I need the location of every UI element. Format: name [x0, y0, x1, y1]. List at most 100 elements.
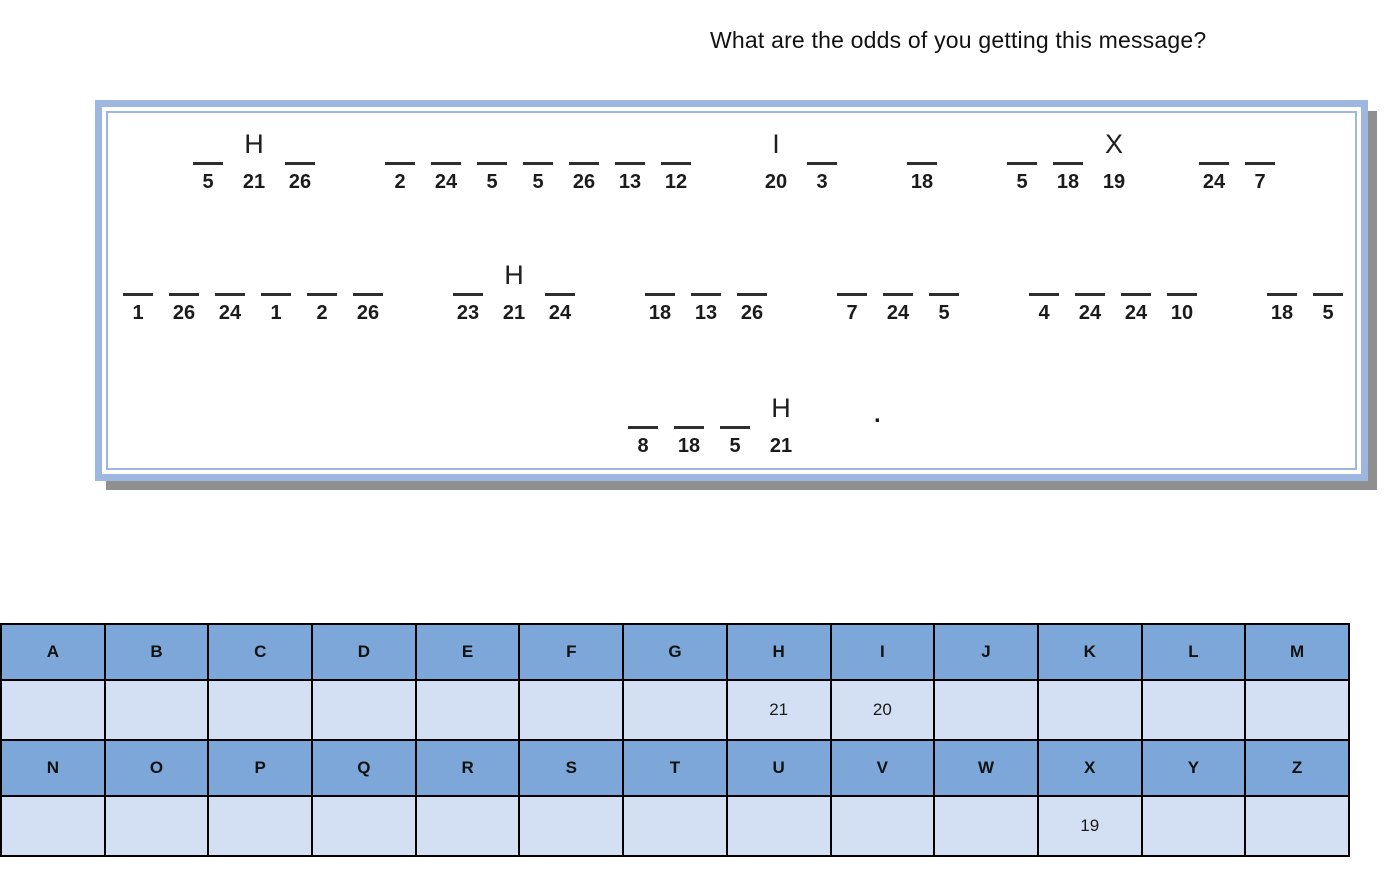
page-title: What are the odds of you getting this me…	[710, 27, 1207, 53]
cipher-slot: 24	[875, 256, 921, 325]
blank-letter-area	[1191, 125, 1237, 165]
cipher-number: 24	[1078, 302, 1102, 324]
key-value-cell	[0, 795, 106, 857]
cipher-slot: 24	[1191, 125, 1237, 194]
key-letter-cell: Z	[1244, 739, 1350, 797]
blank-letter-area	[1067, 256, 1113, 296]
blank-letter-area	[875, 256, 921, 296]
cipher-number: 18	[1270, 302, 1294, 324]
blank-line	[837, 293, 867, 296]
blank-letter-area	[1159, 256, 1205, 296]
cipher-number: 18	[648, 302, 672, 324]
blank-letter-area	[620, 389, 666, 429]
key-value-cell	[311, 679, 417, 741]
blank-letter-area	[729, 256, 775, 296]
blank-line	[1245, 162, 1275, 165]
cipher-slot: 5	[921, 256, 967, 325]
cipher-slot: 18	[1045, 125, 1091, 194]
key-letter-cell: I	[829, 623, 936, 681]
blank-line	[453, 293, 483, 296]
cipher-number: 24	[886, 302, 910, 324]
key-value-cell	[622, 679, 728, 741]
key-value-cell	[207, 679, 314, 741]
blank-line	[929, 293, 959, 296]
key-value-cell	[1036, 679, 1143, 741]
blank-letter-area	[799, 125, 845, 165]
cipher-word: 23 H 21 24	[445, 256, 583, 325]
cipher-number: 21	[502, 302, 526, 324]
cipher-number: 2	[316, 302, 328, 324]
cipher-slot: H 21	[491, 256, 537, 325]
cipher-number: 8	[637, 435, 649, 457]
cipher-slot: 5	[515, 125, 561, 194]
solved-letter-area: X	[1091, 125, 1137, 165]
cipher-slot: 4	[1021, 256, 1067, 325]
cipher-number: 26	[288, 171, 312, 193]
key-value-row: 19	[0, 795, 1350, 857]
cipher-slot: 5	[1305, 256, 1351, 325]
key-letter-cell: R	[414, 739, 521, 797]
cipher-number: 18	[677, 435, 701, 457]
cryptogram-box: 5 H 21 26 2 24 5 5 26 13 12 I 20 3 18 5 18 X 19 24 7 1 26 24 1 2 2…	[95, 100, 1368, 481]
key-letter-cell: D	[311, 623, 417, 681]
solved-letter-area: H	[231, 125, 277, 165]
cipher-slot: 26	[345, 256, 391, 325]
blank-line	[1267, 293, 1297, 296]
key-value-cell	[933, 679, 1039, 741]
blank-line	[261, 293, 291, 296]
blank-line	[307, 293, 337, 296]
cipher-word: 18	[899, 125, 945, 194]
blank-letter-area	[161, 256, 207, 296]
cipher-slot: 1	[253, 256, 299, 325]
letter-key-table-wrap: A B C D E F G H I J K L M 21 20 N O P Q R S T U V W X Y Z 19	[0, 623, 1350, 857]
cipher-number: 5	[938, 302, 950, 324]
cipher-number: 21	[242, 171, 266, 193]
blank-letter-area	[253, 256, 299, 296]
blank-line	[661, 162, 691, 165]
key-value-cell: 19	[1036, 795, 1143, 857]
blank-letter-area	[653, 125, 699, 165]
blank-letter-area	[1259, 256, 1305, 296]
blank-line	[883, 293, 913, 296]
cipher-slot: 24	[1067, 256, 1113, 325]
cipher-number: 10	[1170, 302, 1194, 324]
blank-letter-area	[1305, 256, 1351, 296]
solved-letter: I	[772, 129, 780, 159]
blank-letter-area	[921, 256, 967, 296]
cipher-slot: 24	[423, 125, 469, 194]
key-letter-cell: V	[829, 739, 936, 797]
blank-letter-area	[445, 256, 491, 296]
blank-line	[807, 162, 837, 165]
key-letter-cell: A	[0, 623, 106, 681]
key-letter-cell: U	[725, 739, 832, 797]
blank-line	[628, 426, 658, 429]
cipher-slot: 7	[1237, 125, 1283, 194]
cipher-number: 18	[1056, 171, 1080, 193]
puzzle-row: 5 H 21 26 2 24 5 5 26 13 12 I 20 3 18 5 18 X 19 24 7	[185, 125, 1361, 194]
cipher-word: 7 24 5	[829, 256, 967, 325]
blank-line	[193, 162, 223, 165]
cipher-slot: 26	[161, 256, 207, 325]
letter-key-table: A B C D E F G H I J K L M 21 20 N O P Q R S T U V W X Y Z 19	[0, 623, 1350, 857]
cipher-slot: 26	[561, 125, 607, 194]
key-letter-cell: M	[1244, 623, 1350, 681]
cipher-number: 24	[218, 302, 242, 324]
cipher-slot: 5	[469, 125, 515, 194]
cipher-slot: 24	[1113, 256, 1159, 325]
blank-letter-area	[561, 125, 607, 165]
cipher-number: 20	[764, 171, 788, 193]
cipher-slot: 2	[299, 256, 345, 325]
cipher-word: 1 26 24 1 2 26	[115, 256, 391, 325]
cipher-slot: H 21	[231, 125, 277, 194]
blank-line	[569, 162, 599, 165]
puzzle-row: 8 18 5 H 21.	[620, 389, 1361, 458]
solved-letter: X	[1104, 129, 1123, 159]
blank-line	[545, 293, 575, 296]
blank-line	[737, 293, 767, 296]
blank-line	[123, 293, 153, 296]
cipher-word: 5 18 X 19	[999, 125, 1137, 194]
key-value-cell	[518, 795, 625, 857]
key-value-cell	[1244, 795, 1350, 857]
cipher-number: 5	[1016, 171, 1028, 193]
